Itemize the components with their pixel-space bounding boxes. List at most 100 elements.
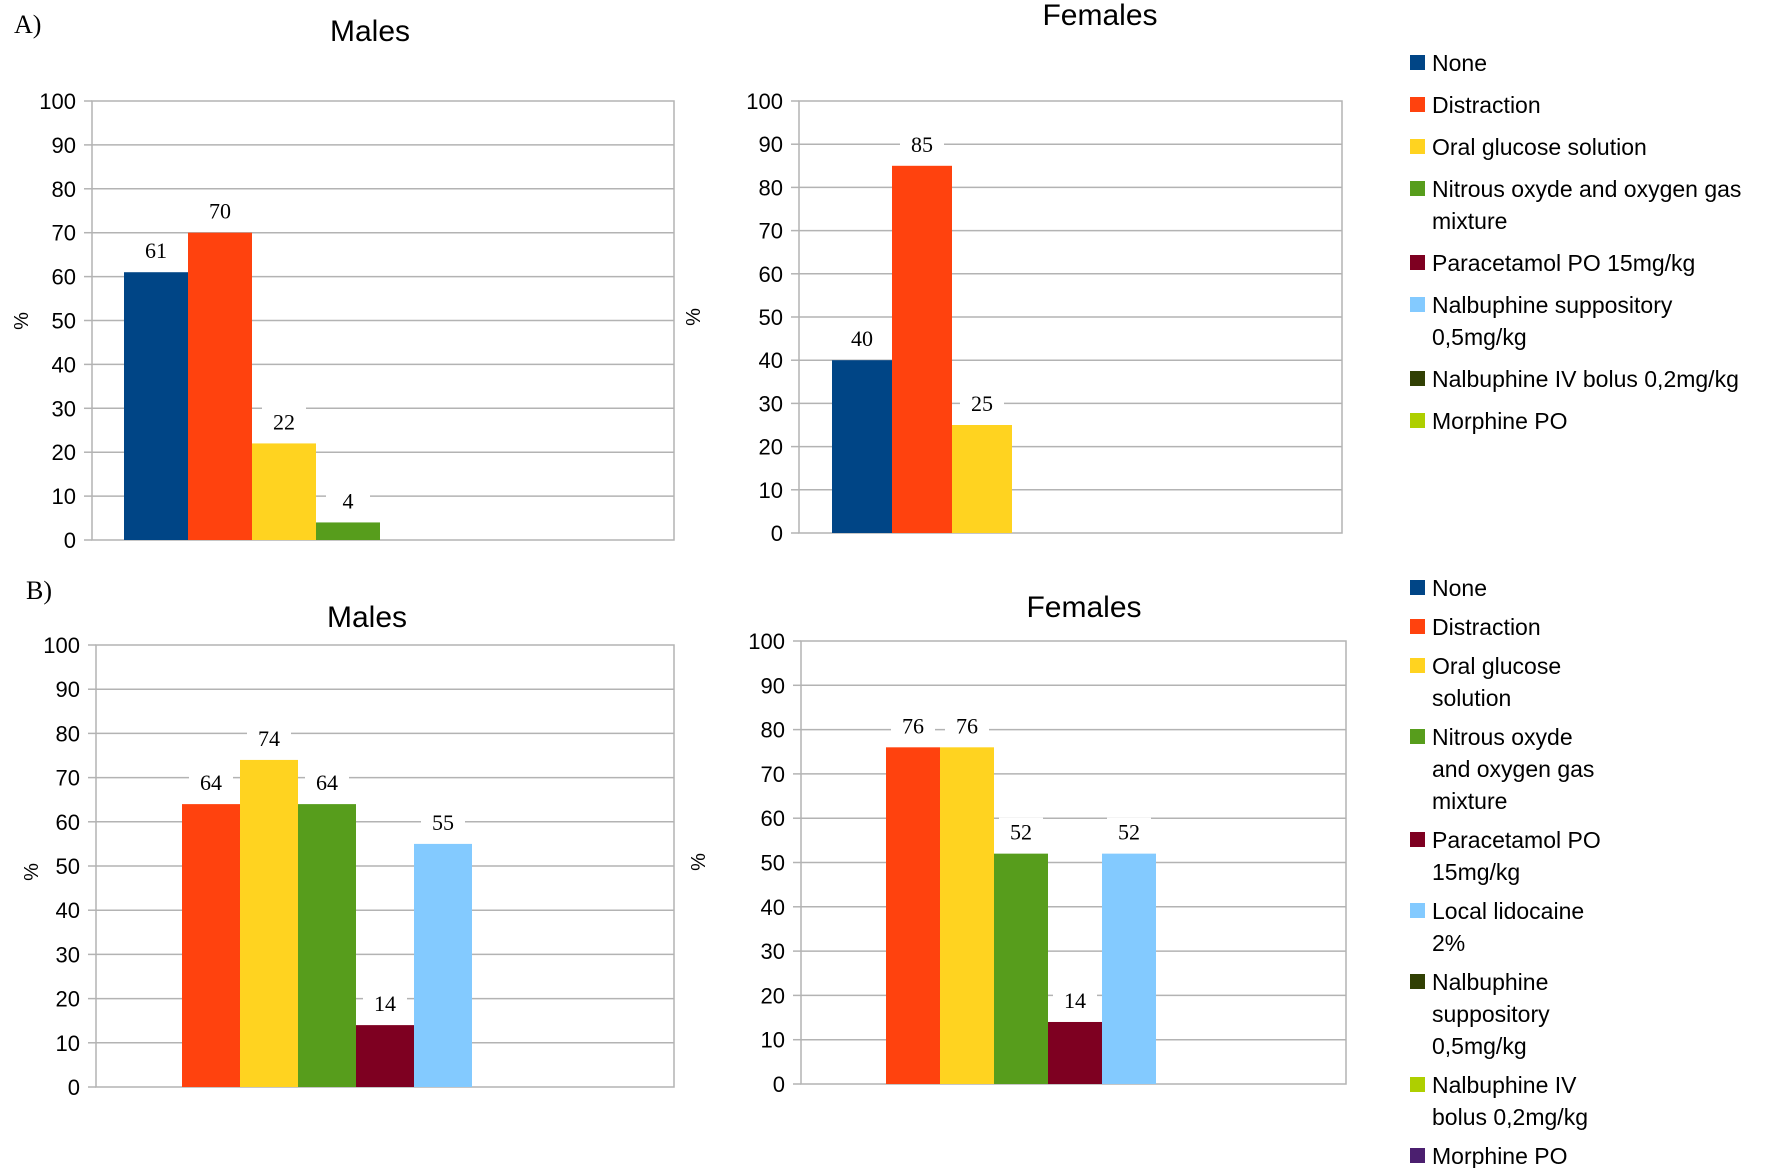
legend-label: mixture (1432, 208, 1507, 234)
legend-label: None (1432, 575, 1487, 601)
chart-1: 0 10 20 30 40 50 60 70 80 90 100 Females% 40 85 25 (683, 0, 1343, 546)
legend-swatch (1410, 832, 1425, 847)
y-tick-label: 30 (56, 942, 80, 967)
legend-swatch (1410, 903, 1425, 918)
legend-swatch (1410, 297, 1425, 312)
legend-label: solution (1432, 685, 1511, 711)
y-tick-label: 40 (759, 348, 783, 373)
y-tick-label: 100 (43, 633, 80, 658)
y-tick-label: 10 (759, 478, 783, 503)
data-label-1: 85 (911, 132, 933, 157)
legend-label: Nalbuphine IV (1432, 1072, 1577, 1098)
y-tick-label: 40 (761, 895, 785, 920)
chart-title: Females (1042, 0, 1157, 32)
chart-title: Males (327, 601, 407, 634)
y-tick-label: 50 (52, 309, 76, 334)
y-tick-label: 100 (746, 89, 783, 114)
data-label-bg (891, 711, 935, 740)
bar-5 (1102, 853, 1156, 1084)
y-tick-label: 20 (56, 987, 80, 1012)
y-tick-label: 100 (39, 89, 76, 114)
legend-label: Distraction (1432, 92, 1541, 118)
legend-label: bolus 0,2mg/kg (1432, 1104, 1588, 1130)
y-tick-label: 30 (761, 939, 785, 964)
data-label-0: 61 (145, 238, 167, 263)
data-label-bg (421, 807, 465, 836)
data-label-3: 4 (343, 488, 354, 513)
y-tick-label: 80 (56, 721, 80, 746)
y-tick-label: 40 (52, 352, 76, 377)
chart-title: Females (1026, 591, 1141, 624)
y-axis-label: % (683, 308, 705, 326)
bar-4 (356, 1025, 414, 1087)
data-label-bg (1053, 985, 1097, 1014)
data-label-bg (247, 723, 291, 752)
y-tick-label: 90 (761, 673, 785, 698)
chart-title: Males (330, 15, 410, 48)
legend-swatch (1410, 974, 1425, 989)
data-label-bg (945, 711, 989, 740)
legend-swatch (1410, 580, 1425, 595)
legend-label: 0,5mg/kg (1432, 1033, 1527, 1059)
y-tick-label: 20 (761, 983, 785, 1008)
data-label-5: 55 (432, 810, 454, 835)
y-tick-label: 30 (759, 391, 783, 416)
legend-label: Nalbuphine (1432, 969, 1548, 995)
legend-swatch (1410, 619, 1425, 634)
y-tick-label: 10 (761, 1028, 785, 1053)
legend-label: suppository (1432, 1001, 1550, 1027)
data-label-bg (305, 768, 349, 797)
legend-label: Morphine PO (1432, 408, 1568, 434)
data-label-4: 14 (1064, 988, 1086, 1013)
legend-swatch (1410, 255, 1425, 270)
data-label-bg (960, 389, 1004, 417)
y-axis-label: % (11, 312, 33, 330)
data-label-bg (262, 407, 306, 436)
legends: None Distraction Oral glucose solution Nitr… (1410, 50, 1741, 1168)
panel-label-a: A) (14, 10, 41, 39)
data-label-bg (840, 324, 884, 353)
legend-label: Morphine PO (1432, 1143, 1568, 1168)
legend-label: Nitrous oxyde and oxygen gas (1432, 176, 1741, 202)
bar-2 (252, 443, 316, 540)
bar-3 (316, 522, 380, 540)
bar-2 (940, 747, 994, 1084)
legend-label: None (1432, 50, 1487, 76)
y-tick-label: 10 (52, 484, 76, 509)
bar-1 (182, 804, 240, 1087)
data-label-0: 40 (851, 326, 873, 351)
bar-1 (892, 165, 952, 534)
data-label-3: 52 (1010, 820, 1032, 845)
bar-5 (414, 843, 472, 1087)
y-tick-label: 0 (68, 1075, 80, 1100)
data-label-bg (326, 486, 370, 515)
data-label-1: 76 (902, 713, 924, 738)
y-tick-label: 70 (759, 219, 783, 244)
legend-label: Nitrous oxyde (1432, 724, 1573, 750)
y-tick-label: 50 (759, 305, 783, 330)
y-tick-label: 60 (56, 810, 80, 835)
y-tick-label: 10 (56, 1031, 80, 1056)
bar-1 (188, 232, 252, 540)
panel-label-b: B) (26, 576, 52, 605)
y-tick-label: 80 (759, 175, 783, 200)
y-tick-label: 100 (748, 629, 785, 654)
chart-2: 0 10 20 30 40 50 60 70 80 90 100 Males% 64 74 64 14 55 (21, 601, 675, 1100)
data-label-3: 64 (316, 770, 338, 795)
legend-label: Nalbuphine suppository (1432, 292, 1673, 318)
data-label-bg (189, 768, 233, 797)
data-label-1: 70 (209, 199, 231, 224)
data-label-2: 76 (956, 713, 978, 738)
y-tick-label: 0 (773, 1072, 785, 1097)
data-label-2: 74 (258, 726, 280, 751)
y-tick-label: 90 (56, 677, 80, 702)
y-tick-label: 40 (56, 898, 80, 923)
y-tick-label: 70 (56, 766, 80, 791)
y-tick-label: 50 (761, 851, 785, 876)
legend-label: 0,5mg/kg (1432, 324, 1527, 350)
chart-3: 0 10 20 30 40 50 60 70 80 90 100 Females% 76 76 52 14 52 (688, 591, 1347, 1097)
bar-0 (832, 360, 892, 533)
legend-label: 15mg/kg (1432, 859, 1520, 885)
legend-swatch (1410, 1148, 1425, 1163)
legend-swatch (1410, 371, 1425, 386)
